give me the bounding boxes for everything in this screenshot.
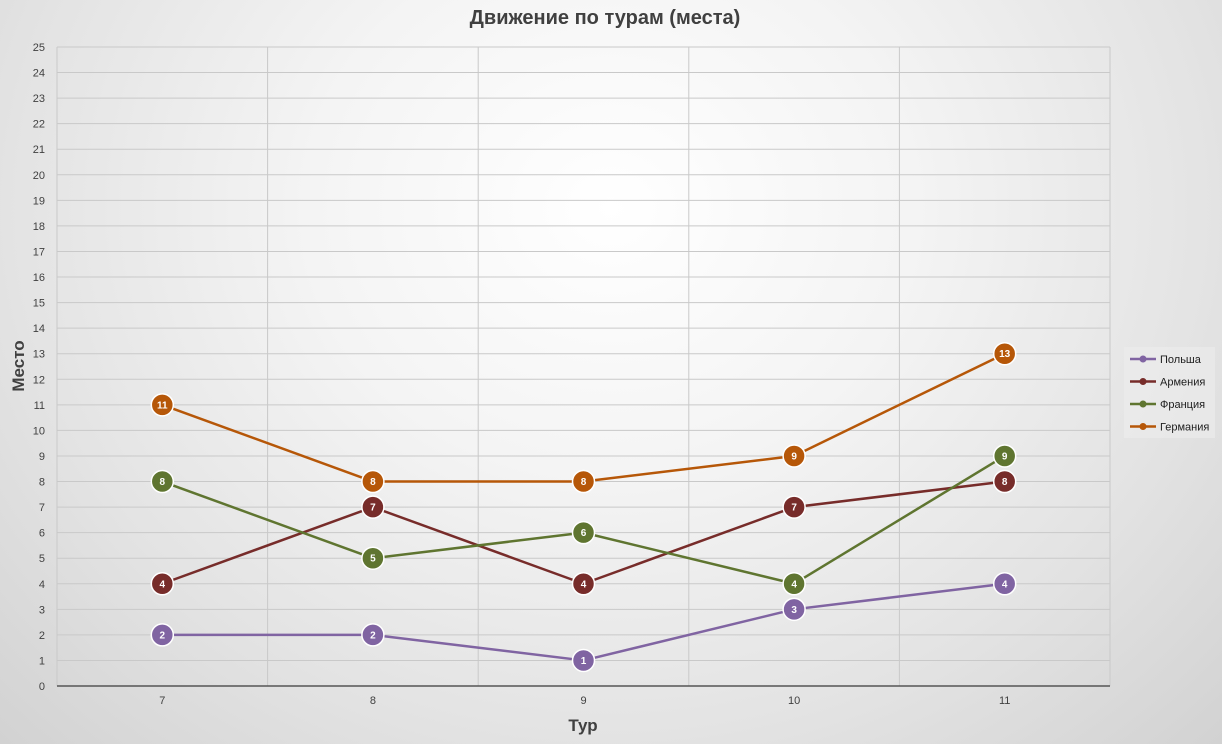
chart-title: Движение по турам (места) <box>470 7 741 29</box>
y-tick-label: 16 <box>33 272 45 284</box>
data-point <box>361 623 385 647</box>
data-label: 3 <box>791 605 797 616</box>
data-label: 8 <box>581 477 587 488</box>
data-point <box>571 648 596 673</box>
legend-label: Германия <box>1160 422 1209 434</box>
legend-label: Польша <box>1160 354 1202 366</box>
y-tick-label: 4 <box>39 579 45 591</box>
legend-box <box>1124 347 1215 438</box>
data-point <box>150 393 175 417</box>
data-label: 4 <box>791 579 797 590</box>
data-label: 11 <box>157 400 168 411</box>
data-label: 4 <box>160 579 166 590</box>
data-point <box>150 469 175 494</box>
y-tick-label: 7 <box>39 502 45 514</box>
data-point <box>571 469 596 494</box>
data-point <box>782 444 806 468</box>
y-tick-label: 10 <box>33 425 45 437</box>
data-label: 1 <box>581 656 587 667</box>
data-point <box>571 520 596 545</box>
y-tick-label: 22 <box>33 119 45 131</box>
data-label: 5 <box>370 554 376 565</box>
plot-area: 0123456789101112131415161718192021222324… <box>33 42 1111 707</box>
data-point <box>992 572 1017 596</box>
legend-label: Армения <box>1160 377 1205 389</box>
data-point <box>150 572 175 596</box>
y-tick-label: 25 <box>33 42 45 54</box>
data-label: 2 <box>370 630 376 641</box>
y-tick-label: 9 <box>39 451 45 463</box>
x-tick-label: 9 <box>580 695 586 707</box>
y-tick-label: 18 <box>33 221 45 233</box>
y-tick-label: 5 <box>39 553 45 565</box>
data-point <box>992 341 1017 366</box>
data-label: 7 <box>791 503 797 514</box>
data-label: 8 <box>370 477 376 488</box>
data-label: 4 <box>1002 579 1008 590</box>
legend-label: Франция <box>1160 399 1205 411</box>
y-tick-label: 0 <box>39 681 45 693</box>
data-point <box>992 469 1017 494</box>
data-point <box>782 572 806 596</box>
y-tick-label: 13 <box>33 349 45 361</box>
data-label: 2 <box>160 630 166 641</box>
data-point <box>361 469 385 494</box>
data-point <box>361 546 385 570</box>
data-point <box>361 495 385 519</box>
y-tick-label: 3 <box>39 604 45 616</box>
y-tick-label: 15 <box>33 298 45 310</box>
x-tick-label: 10 <box>788 695 800 707</box>
y-tick-label: 6 <box>39 528 45 540</box>
data-label: 9 <box>1002 451 1008 462</box>
data-point <box>992 444 1017 468</box>
y-tick-label: 14 <box>33 323 45 335</box>
legend-marker <box>1139 355 1147 363</box>
data-point <box>782 495 806 519</box>
data-label: 8 <box>1002 477 1008 488</box>
legend-marker <box>1139 378 1147 385</box>
x-tick-label: 8 <box>370 695 376 707</box>
data-label: 9 <box>791 451 797 462</box>
y-tick-label: 1 <box>39 655 45 667</box>
y-tick-label: 2 <box>39 630 45 642</box>
x-tick-label: 7 <box>159 695 165 707</box>
data-point <box>571 572 596 596</box>
data-label: 7 <box>370 503 376 514</box>
data-point <box>782 597 806 622</box>
y-tick-label: 11 <box>34 400 45 412</box>
series-line <box>161 352 1006 483</box>
x-tick-label: 11 <box>999 695 1010 707</box>
data-label: 4 <box>581 579 587 590</box>
y-tick-label: 19 <box>33 195 45 207</box>
y-tick-label: 21 <box>33 144 45 156</box>
y-tick-label: 8 <box>39 477 45 489</box>
data-label: 8 <box>160 477 166 488</box>
y-tick-label: 12 <box>33 374 45 386</box>
y-axis-title: Место <box>9 340 28 391</box>
y-tick-label: 17 <box>33 246 45 258</box>
x-axis-title: Тур <box>568 716 597 735</box>
legend-marker <box>1139 423 1147 430</box>
data-label: 13 <box>999 349 1011 360</box>
y-tick-label: 24 <box>33 68 45 80</box>
data-point <box>150 623 175 647</box>
legend-marker <box>1139 400 1147 408</box>
y-tick-label: 20 <box>33 170 45 182</box>
data-label: 6 <box>581 528 587 539</box>
legend: Польша Армения Франция Германия <box>1124 347 1215 438</box>
y-tick-label: 23 <box>33 93 45 105</box>
